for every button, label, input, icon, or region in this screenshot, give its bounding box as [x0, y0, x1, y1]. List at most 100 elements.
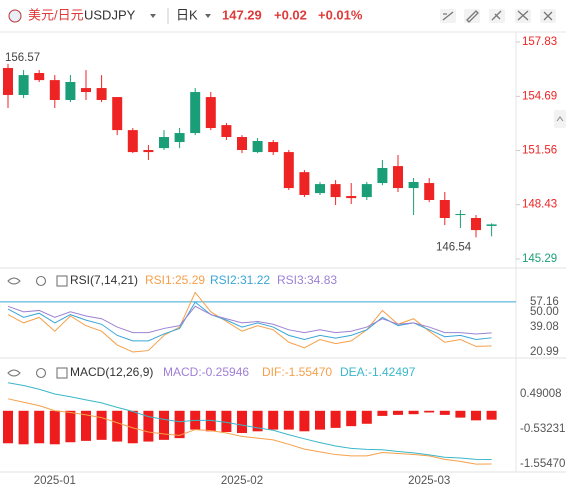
y-tick-label: 57.16: [530, 296, 559, 308]
candle-body: [252, 141, 263, 153]
candle-body: [205, 97, 216, 129]
pen-tool-icon[interactable]: [466, 10, 479, 23]
macd-bar: [159, 410, 169, 440]
y-tick-label: 20.99: [530, 346, 559, 358]
candle-body: [408, 182, 419, 189]
macd-bar: [112, 410, 123, 442]
y-tick-label: 151.56: [522, 145, 557, 157]
settings-box[interactable]: [56, 367, 68, 379]
legend-entry: DIF:-1.55470: [262, 365, 332, 379]
x-tick-label: 2025-02: [221, 475, 263, 487]
candle-body: [49, 80, 60, 100]
dropdown-arrow[interactable]: [205, 14, 211, 18]
candle-body: [268, 142, 279, 153]
macd-bar: [315, 410, 325, 430]
settings-box[interactable]: [56, 275, 68, 287]
gear-icon[interactable]: [35, 275, 47, 287]
candle-body: [455, 214, 466, 216]
macd-bar: [330, 410, 341, 428]
macd-bar: [3, 410, 13, 444]
symbol[interactable]: USDJPY: [84, 7, 136, 22]
y-tick-label: 0.49008: [520, 388, 562, 400]
macd-bar: [174, 410, 185, 439]
x-tick-label: 2025-03: [408, 475, 450, 487]
legend-entry: DEA:-1.42497: [340, 365, 416, 379]
candle-body: [471, 217, 481, 231]
macd-bar: [283, 410, 294, 430]
macd-bar: [127, 410, 138, 444]
macd-bar: [361, 410, 372, 424]
candle-body: [346, 196, 357, 199]
side-button-icon[interactable]: [556, 116, 564, 122]
macd-bar: [471, 410, 481, 421]
candle-body: [221, 125, 232, 138]
candle-body: [330, 184, 341, 198]
macd-title: MACD(12,26,9): [70, 365, 153, 379]
side-button[interactable]: [554, 110, 566, 128]
macd-bar: [237, 410, 247, 434]
macd-bar: [299, 410, 310, 432]
candle-body: [174, 133, 185, 143]
candle-body: [424, 183, 435, 201]
expand-icon[interactable]: [517, 10, 529, 21]
legend-entry: RSI2:31.22: [210, 273, 270, 287]
candle-body: [486, 224, 497, 226]
y-tick-label: -1.55470: [520, 458, 565, 470]
pair-name[interactable]: 美元/日元: [28, 7, 84, 22]
change: +0.02: [274, 7, 307, 22]
eye-icon[interactable]: [7, 369, 21, 377]
macd-bar: [455, 410, 466, 418]
change-pct: +0.01%: [318, 7, 363, 22]
period[interactable]: 日K: [176, 7, 198, 22]
macd-bar: [81, 410, 91, 441]
price-annotation: 156.57: [5, 52, 40, 64]
macd-bar: [377, 410, 388, 416]
macd-line: [7, 398, 492, 465]
candle-body: [299, 172, 310, 195]
price-annotation: 146.54: [436, 241, 472, 253]
macd-bar: [49, 410, 60, 445]
gear-icon[interactable]: [35, 367, 47, 379]
macd-bar: [34, 410, 45, 444]
x-tick-label: 2025-01: [34, 475, 76, 487]
candle-body: [283, 152, 294, 189]
macd-bar: [205, 410, 216, 432]
macd-bar: [393, 410, 403, 415]
flag-icon: [8, 9, 22, 23]
dropdown-arrow[interactable]: [150, 14, 156, 18]
candle-body: [81, 88, 91, 93]
candle-body: [315, 184, 325, 194]
y-tick-label: -0.53231: [520, 423, 565, 435]
macd-bar: [268, 410, 279, 430]
macd-bar: [439, 410, 450, 415]
macd-bar: [221, 410, 232, 432]
macd-bar: [408, 410, 419, 415]
candle-body: [96, 88, 107, 100]
erase-tool-icon[interactable]: [491, 10, 502, 21]
macd-bar: [346, 410, 357, 427]
y-tick-label: 50.00: [530, 306, 559, 318]
candle-body: [18, 75, 29, 95]
legend-entry: RSI3:34.83: [277, 273, 337, 287]
price: 147.29: [222, 7, 262, 22]
draw-tool-icon[interactable]: [442, 11, 454, 21]
candle-body: [143, 150, 154, 153]
candle-body: [361, 184, 372, 198]
y-tick-label: 39.08: [530, 321, 559, 333]
pen-tool[interactable]: [464, 9, 480, 23]
rsi-line: [7, 305, 492, 335]
candle-body: [393, 166, 403, 189]
y-tick-label: 145.29: [522, 253, 557, 265]
macd-bar: [486, 410, 497, 420]
macd-bar: [143, 410, 154, 442]
macd-bar: [96, 410, 107, 440]
close-icon[interactable]: [543, 11, 553, 21]
legend-entry: MACD:-0.25946: [163, 365, 249, 379]
y-tick-label: 157.83: [522, 36, 557, 48]
rsi-title: RSI(7,14,21): [70, 273, 138, 287]
eye-icon[interactable]: [7, 277, 21, 285]
y-tick-label: 154.69: [522, 90, 557, 102]
candle-body: [377, 167, 388, 184]
candle-body: [3, 67, 13, 95]
